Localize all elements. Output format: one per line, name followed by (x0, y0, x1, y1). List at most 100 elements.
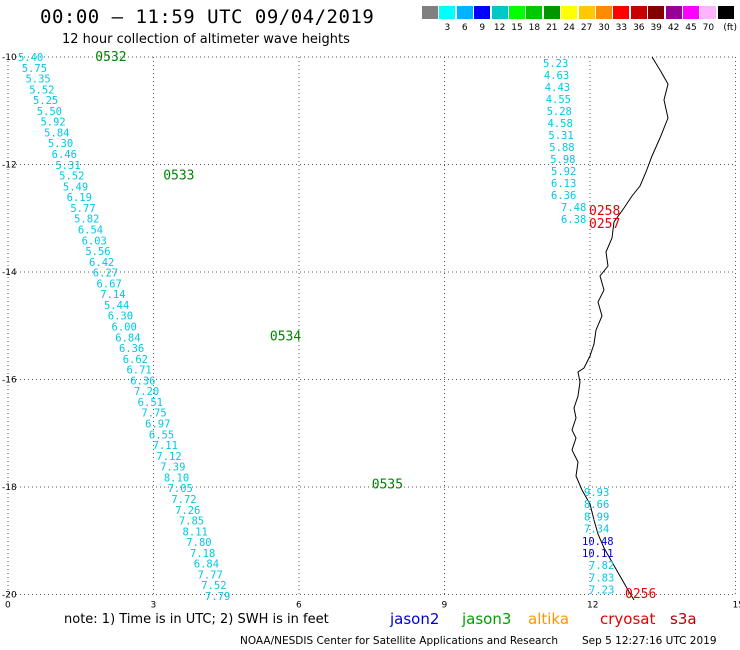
wave-height-value: 4.55 (546, 94, 571, 106)
wave-height-value: 5.84 (44, 127, 69, 139)
wave-height-value: 5.75 (22, 63, 47, 75)
colorbar-swatch (596, 6, 612, 19)
wave-height-value: 6.13 (551, 178, 576, 190)
wave-height-value: 7.75 (141, 408, 166, 420)
wave-height-value: 5.28 (547, 106, 572, 118)
wave-height-value: 7.77 (198, 569, 223, 581)
colorbar-tick-label: 70 (702, 23, 715, 33)
colorbar-swatch (509, 6, 525, 19)
wave-height-value: 6.36 (130, 375, 155, 387)
axis-tick-labels: 0 3 6 9 12 15 -10 -12 -14 -16 -18 -20 (2, 53, 740, 611)
wave-height-value: 5.92 (551, 166, 576, 178)
wave-height-value: 7.79 (205, 591, 230, 603)
wave-height-value: 5.25 (33, 95, 58, 107)
wave-height-labels: 5.405.755.35 5.52 5.255.50 5.92 5.845.306.46… (18, 50, 656, 603)
wave-height-value: 4.58 (548, 118, 573, 130)
track-label: 0534 (270, 330, 301, 345)
colorbar-swatch (613, 6, 630, 19)
satellite-legend-cryosat: cryosat (600, 610, 656, 628)
colorbar-tick-label: 24 (563, 23, 575, 33)
wave-height-value: 5.56 (85, 246, 110, 258)
generated-timestamp: Sep 5 12:27:16 UTC 2019 (582, 635, 717, 647)
satellite-legend-s3a: s3a (670, 610, 697, 628)
wave-height-value: 6.36 (119, 343, 144, 355)
wave-height-value: 6.27 (93, 268, 118, 280)
wave-height-value: 7.14 (100, 289, 125, 301)
x-tick-label: 6 (296, 601, 302, 611)
colorbar-swatch (526, 6, 543, 19)
wave-height-value: 5.30 (48, 138, 73, 150)
wave-height-value: 7.11 (153, 440, 178, 452)
wave-height-value: 4.43 (545, 82, 570, 94)
wave-height-value: 5.50 (37, 106, 62, 118)
wave-height-value: 6.71 (126, 365, 151, 377)
wave-height-value: 6.00 (112, 322, 137, 334)
wave-height-value: 10.48 (582, 536, 614, 548)
wave-height-value: 9.93 (584, 487, 609, 499)
wave-height-value: 5.82 (74, 214, 99, 226)
colorbar-tick-label: 42 (667, 23, 680, 33)
colorbar-tick-label: 33 (615, 23, 628, 33)
x-tick-label: 9 (442, 601, 448, 611)
wave-height-value: 5.23 (543, 58, 568, 70)
colorbar-swatch (422, 6, 438, 19)
colorbar-tick-label: 36 (633, 23, 645, 33)
credit-line: NOAA/NESDIS Center for Satellite Applica… (240, 635, 558, 647)
wave-height-value: 7.52 (201, 580, 226, 592)
colorbar-swatch (665, 6, 682, 19)
track-label: 0532 (95, 50, 126, 65)
coastline (571, 56, 669, 601)
wave-height-value: 6.54 (78, 224, 103, 236)
colorbar-tick-label: 45 (685, 23, 697, 33)
wave-height-value: 6.38 (561, 214, 586, 226)
colorbar-tick-label: 21 (546, 23, 558, 33)
wave-height-value: 5.40 (18, 52, 43, 64)
wave-height-value: 5.31 (55, 160, 80, 172)
colorbar-swatch (456, 6, 473, 19)
wave-height-value: 5.52 (59, 171, 84, 183)
wave-height-value: 6.46 (52, 149, 77, 161)
track-label: 0256 (625, 587, 656, 602)
x-tick-label: 3 (151, 601, 157, 611)
wave-height-value: 10.11 (582, 548, 614, 560)
wave-height-value: 6.62 (123, 354, 148, 366)
wave-height-value: 6.03 (82, 235, 107, 247)
colorbar-tick-label: 9 (479, 23, 486, 33)
wave-height-value: 5.31 (548, 130, 573, 142)
track-label: 0533 (163, 168, 194, 183)
track-label: 0257 (589, 217, 620, 232)
wave-height-value: 7.05 (168, 483, 193, 495)
wave-height-value: 7.23 (589, 585, 614, 597)
y-tick-label: -12 (2, 161, 17, 171)
wave-height-value: 7.26 (175, 505, 200, 517)
colorbar-swatch (578, 6, 595, 19)
wave-height-value: 8.99 (584, 511, 609, 523)
colorbar-swatch (630, 6, 647, 19)
map-title: 00:00 – 11:59 UTC 09/04/2019 (40, 6, 375, 28)
colorbar-tick-label: 30 (598, 23, 610, 33)
wave-height-value: 7.20 (134, 386, 159, 398)
wave-height-value: 6.42 (89, 257, 114, 269)
wave-height-value: 6.19 (67, 192, 92, 204)
wave-height-value: 7.12 (156, 451, 181, 463)
wave-height-value: 6.84 (115, 332, 140, 344)
wave-height-value: 4.63 (544, 70, 569, 82)
wave-height-value: 5.77 (70, 203, 95, 215)
colorbar-swatch (543, 6, 560, 19)
lat-lon-grid (7, 56, 736, 595)
wave-height-value: 7.80 (186, 537, 211, 549)
colorbar-tick-label: 12 (493, 23, 506, 33)
colorbar-swatch (561, 6, 578, 19)
satellite-legend-jason2: jason2 (390, 610, 440, 628)
wave-height-value: 5.35 (25, 74, 50, 86)
y-tick-label: -10 (2, 53, 17, 63)
y-tick-label: -18 (2, 483, 17, 493)
x-tick-label: 15 (733, 601, 740, 611)
track-label: 0258 (589, 204, 620, 219)
wave-height-value: 6.36 (551, 190, 576, 202)
colorbar-swatch (683, 6, 699, 19)
wave-height-value: 5.44 (104, 300, 129, 312)
wave-height-value: 7.72 (171, 494, 196, 506)
wave-height-value: 8.10 (164, 472, 189, 484)
